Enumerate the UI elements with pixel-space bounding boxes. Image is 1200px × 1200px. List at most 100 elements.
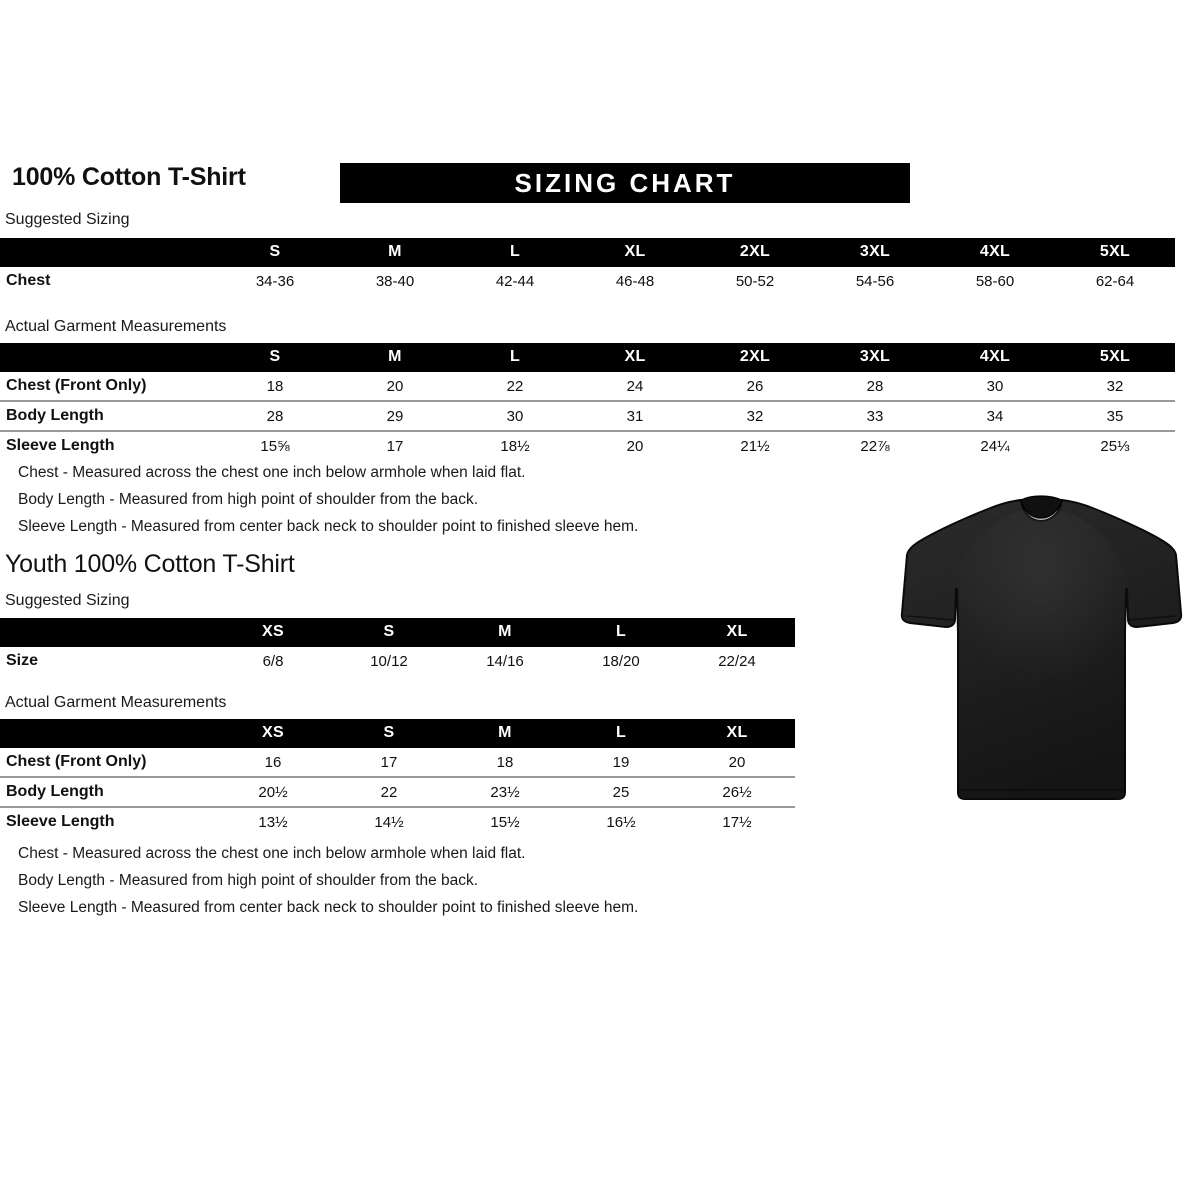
- row-label-chest-front-only: Chest (Front Only): [0, 372, 215, 401]
- col-header-4xl: 4XL: [979, 243, 1011, 260]
- title-row: 100% Cotton T-Shirt SIZING CHART: [8, 163, 1188, 205]
- col-header-blank: [0, 618, 215, 647]
- col-header-s: S: [269, 243, 281, 260]
- tshirt-back-view-icon: [900, 495, 1183, 800]
- cell-chest-l: 42-44: [455, 267, 575, 295]
- cell-sleevelength-2xl: 21½: [695, 430, 815, 460]
- cell-sleevelength-4xl: 24¼: [935, 430, 1055, 460]
- col-header-l: L: [509, 348, 521, 365]
- cell-chestfront-s: 17: [331, 748, 447, 777]
- sizing-chart-banner: SIZING CHART: [340, 163, 910, 203]
- youth-suggested-sizing-label: Suggested Sizing: [5, 592, 130, 609]
- note-body-length: Body Length - Measured from high point o…: [18, 491, 479, 508]
- table-row: Chest 34-36 38-40 42-44 46-48 50-52 54-5…: [0, 267, 1175, 295]
- cell-chest-4xl: 58-60: [935, 267, 1055, 295]
- col-header-2xl: 2XL: [739, 348, 771, 365]
- col-header-l: L: [615, 623, 627, 640]
- tshirt-highlight: [949, 508, 1133, 728]
- cell-sleevelength-5xl: 25⅓: [1055, 430, 1175, 460]
- note-chest: Chest - Measured across the chest one in…: [18, 845, 526, 862]
- col-header-3xl: 3XL: [859, 348, 891, 365]
- col-header-l: L: [509, 243, 521, 260]
- youth-measurement-notes: Chest - Measured across the chest one in…: [18, 840, 638, 921]
- col-header-5xl: 5XL: [1099, 243, 1131, 260]
- cell-bodylength-xl: 26½: [679, 776, 795, 807]
- col-header-s: S: [383, 623, 395, 640]
- col-header-4xl: 4XL: [979, 348, 1011, 365]
- note-body-length: Body Length - Measured from high point o…: [18, 872, 479, 889]
- col-header-m: M: [498, 724, 512, 741]
- table-row: Body Length 28 29 30 31 32 33 34 35: [0, 400, 1175, 431]
- cell-sleevelength-l: 18½: [455, 430, 575, 460]
- col-header-3xl: 3XL: [859, 243, 891, 260]
- cell-chestfront-m: 18: [447, 748, 563, 777]
- tshirt-collar: [1020, 495, 1063, 519]
- cell-bodylength-l: 30: [455, 400, 575, 431]
- tshirt-right-sleeve-hem: [1128, 615, 1177, 621]
- row-label-chest: Chest: [0, 267, 215, 295]
- col-header-xl: XL: [726, 724, 748, 741]
- youth-suggested-sizing-table: XS S M L XL Size 6/8 10/12 14/16 18/20 2…: [0, 618, 795, 675]
- cell-chest-xl: 46-48: [575, 267, 695, 295]
- cell-sleevelength-s: 15⅝: [215, 430, 335, 460]
- cell-bodylength-2xl: 32: [695, 400, 815, 431]
- cell-chest-s: 34-36: [215, 267, 335, 295]
- cell-bodylength-xl: 31: [575, 400, 695, 431]
- col-header-s: S: [269, 348, 281, 365]
- tshirt-left-sleeve-hem: [906, 615, 955, 621]
- adult-actual-measurements-table: S M L XL 2XL 3XL 4XL 5XL Chest (Front On…: [0, 343, 1175, 460]
- cell-chestfront-l: 19: [563, 748, 679, 777]
- cell-chestfront-m: 20: [335, 372, 455, 401]
- table-row: Sleeve Length 13½ 14½ 15½ 16½ 17½: [0, 806, 795, 836]
- cell-chestfront-4xl: 30: [935, 372, 1055, 401]
- col-header-blank: [0, 719, 215, 748]
- adult-suggested-sizing-table: S M L XL 2XL 3XL 4XL 5XL Chest 34-36 38-…: [0, 238, 1175, 295]
- table-header-row: S M L XL 2XL 3XL 4XL 5XL: [0, 343, 1175, 372]
- col-header-2xl: 2XL: [739, 243, 771, 260]
- cell-bodylength-l: 25: [563, 776, 679, 807]
- page-title: 100% Cotton T-Shirt: [12, 163, 246, 191]
- col-header-m: M: [388, 348, 402, 365]
- cell-bodylength-xs: 20½: [215, 776, 331, 807]
- note-chest: Chest - Measured across the chest one in…: [18, 464, 526, 481]
- youth-actual-measurements-label: Actual Garment Measurements: [5, 694, 227, 711]
- row-label-sleeve-length: Sleeve Length: [0, 806, 215, 836]
- cell-sleevelength-xl: 20: [575, 430, 695, 460]
- col-header-5xl: 5XL: [1099, 348, 1131, 365]
- note-sleeve-length: Sleeve Length - Measured from center bac…: [18, 899, 639, 916]
- cell-chestfront-5xl: 32: [1055, 372, 1175, 401]
- cell-bodylength-m: 29: [335, 400, 455, 431]
- cell-size-xs: 6/8: [215, 647, 331, 675]
- cell-sleevelength-xs: 13½: [215, 806, 331, 836]
- adult-measurement-notes: Chest - Measured across the chest one in…: [18, 459, 638, 540]
- cell-chestfront-3xl: 28: [815, 372, 935, 401]
- adult-actual-measurements-label: Actual Garment Measurements: [5, 318, 227, 335]
- tshirt-shoulder-seam: [987, 508, 1096, 527]
- row-label-body-length: Body Length: [0, 776, 215, 807]
- cell-chestfront-xs: 16: [215, 748, 331, 777]
- col-header-l: L: [615, 724, 627, 741]
- youth-section-title: Youth 100% Cotton T-Shirt: [5, 550, 295, 578]
- adult-suggested-sizing-label: Suggested Sizing: [5, 211, 130, 228]
- table-header-row: XS S M L XL: [0, 618, 795, 647]
- cell-chest-3xl: 54-56: [815, 267, 935, 295]
- cell-sleevelength-m: 15½: [447, 806, 563, 836]
- col-header-blank: [0, 343, 215, 372]
- table-row: Sleeve Length 15⅝ 17 18½ 20 21½ 22⅞ 24¼ …: [0, 430, 1175, 460]
- col-header-xl: XL: [624, 348, 646, 365]
- cell-chestfront-xl: 24: [575, 372, 695, 401]
- table-row: Body Length 20½ 22 23½ 25 26½: [0, 776, 795, 807]
- cell-chest-m: 38-40: [335, 267, 455, 295]
- row-label-body-length: Body Length: [0, 400, 215, 431]
- cell-sleevelength-l: 16½: [563, 806, 679, 836]
- cell-chest-5xl: 62-64: [1055, 267, 1175, 295]
- cell-chest-2xl: 50-52: [695, 267, 815, 295]
- col-header-blank: [0, 238, 215, 267]
- cell-size-l: 18/20: [563, 647, 679, 675]
- cell-bodylength-3xl: 33: [815, 400, 935, 431]
- cell-chestfront-xl: 20: [679, 748, 795, 777]
- row-label-sleeve-length: Sleeve Length: [0, 430, 215, 460]
- table-row: Chest (Front Only) 16 17 18 19 20: [0, 748, 795, 777]
- col-header-xs: XS: [262, 724, 284, 741]
